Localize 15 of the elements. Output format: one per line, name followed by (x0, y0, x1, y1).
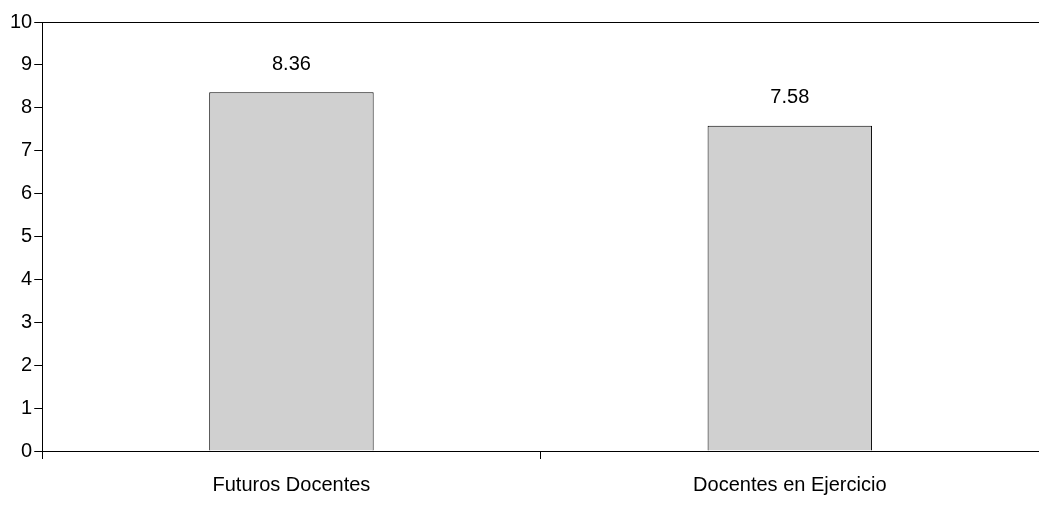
y-tick-label: 9 (21, 52, 33, 75)
y-tick-label: 6 (21, 181, 33, 204)
x-tick-label: Docentes en Ejercicio (693, 472, 887, 495)
y-tick-label: 4 (21, 266, 33, 289)
y-tick-label: 3 (21, 309, 33, 332)
y-tick-label: 1 (21, 395, 33, 418)
data-label: 8.36 (271, 51, 311, 74)
y-tick-label: 5 (21, 224, 33, 247)
y-tick-label: 0 (21, 438, 33, 461)
data-label: 7.58 (770, 85, 810, 108)
y-tick-label: 7 (21, 138, 33, 161)
y-tick-label: 10 (10, 9, 33, 32)
x-tick-label: Futuros Docentes (212, 472, 371, 495)
y-tick-label: 8 (21, 95, 33, 118)
y-tick-label: 2 (21, 352, 33, 375)
